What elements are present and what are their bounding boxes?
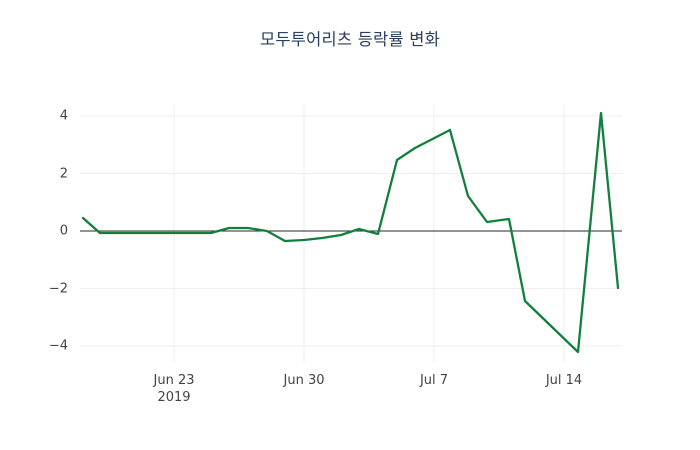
x-tick-label-line: Jun 23 bbox=[153, 373, 195, 388]
y-tick-label: −2 bbox=[48, 281, 68, 296]
y-tick-label: 0 bbox=[59, 223, 68, 239]
y-tick-label: 4 bbox=[59, 108, 68, 124]
y-tick-label: 2 bbox=[59, 166, 68, 181]
x-tick-label-line: Jul 14 bbox=[545, 373, 583, 388]
series-line-등락률 bbox=[81, 111, 620, 354]
x-tick-label-line: Jun 30 bbox=[283, 373, 325, 388]
x-tick-label-line: Jul 7 bbox=[419, 373, 449, 388]
chart-title: 모두투어리츠 등락률 변화 bbox=[259, 30, 441, 49]
vertical-gridlines bbox=[173, 105, 565, 363]
x-tick-label: Jul 7 bbox=[420, 372, 448, 389]
y-tick-label: −4 bbox=[48, 338, 68, 354]
x-tick-label: Jun 30 bbox=[284, 372, 325, 389]
x-tick-label: Jul 14 bbox=[546, 372, 582, 389]
x-tick-label-line: 2019 bbox=[157, 390, 191, 405]
horizontal-gridlines bbox=[80, 115, 622, 347]
x-tick-label: Jun 23 2019 bbox=[154, 372, 195, 406]
